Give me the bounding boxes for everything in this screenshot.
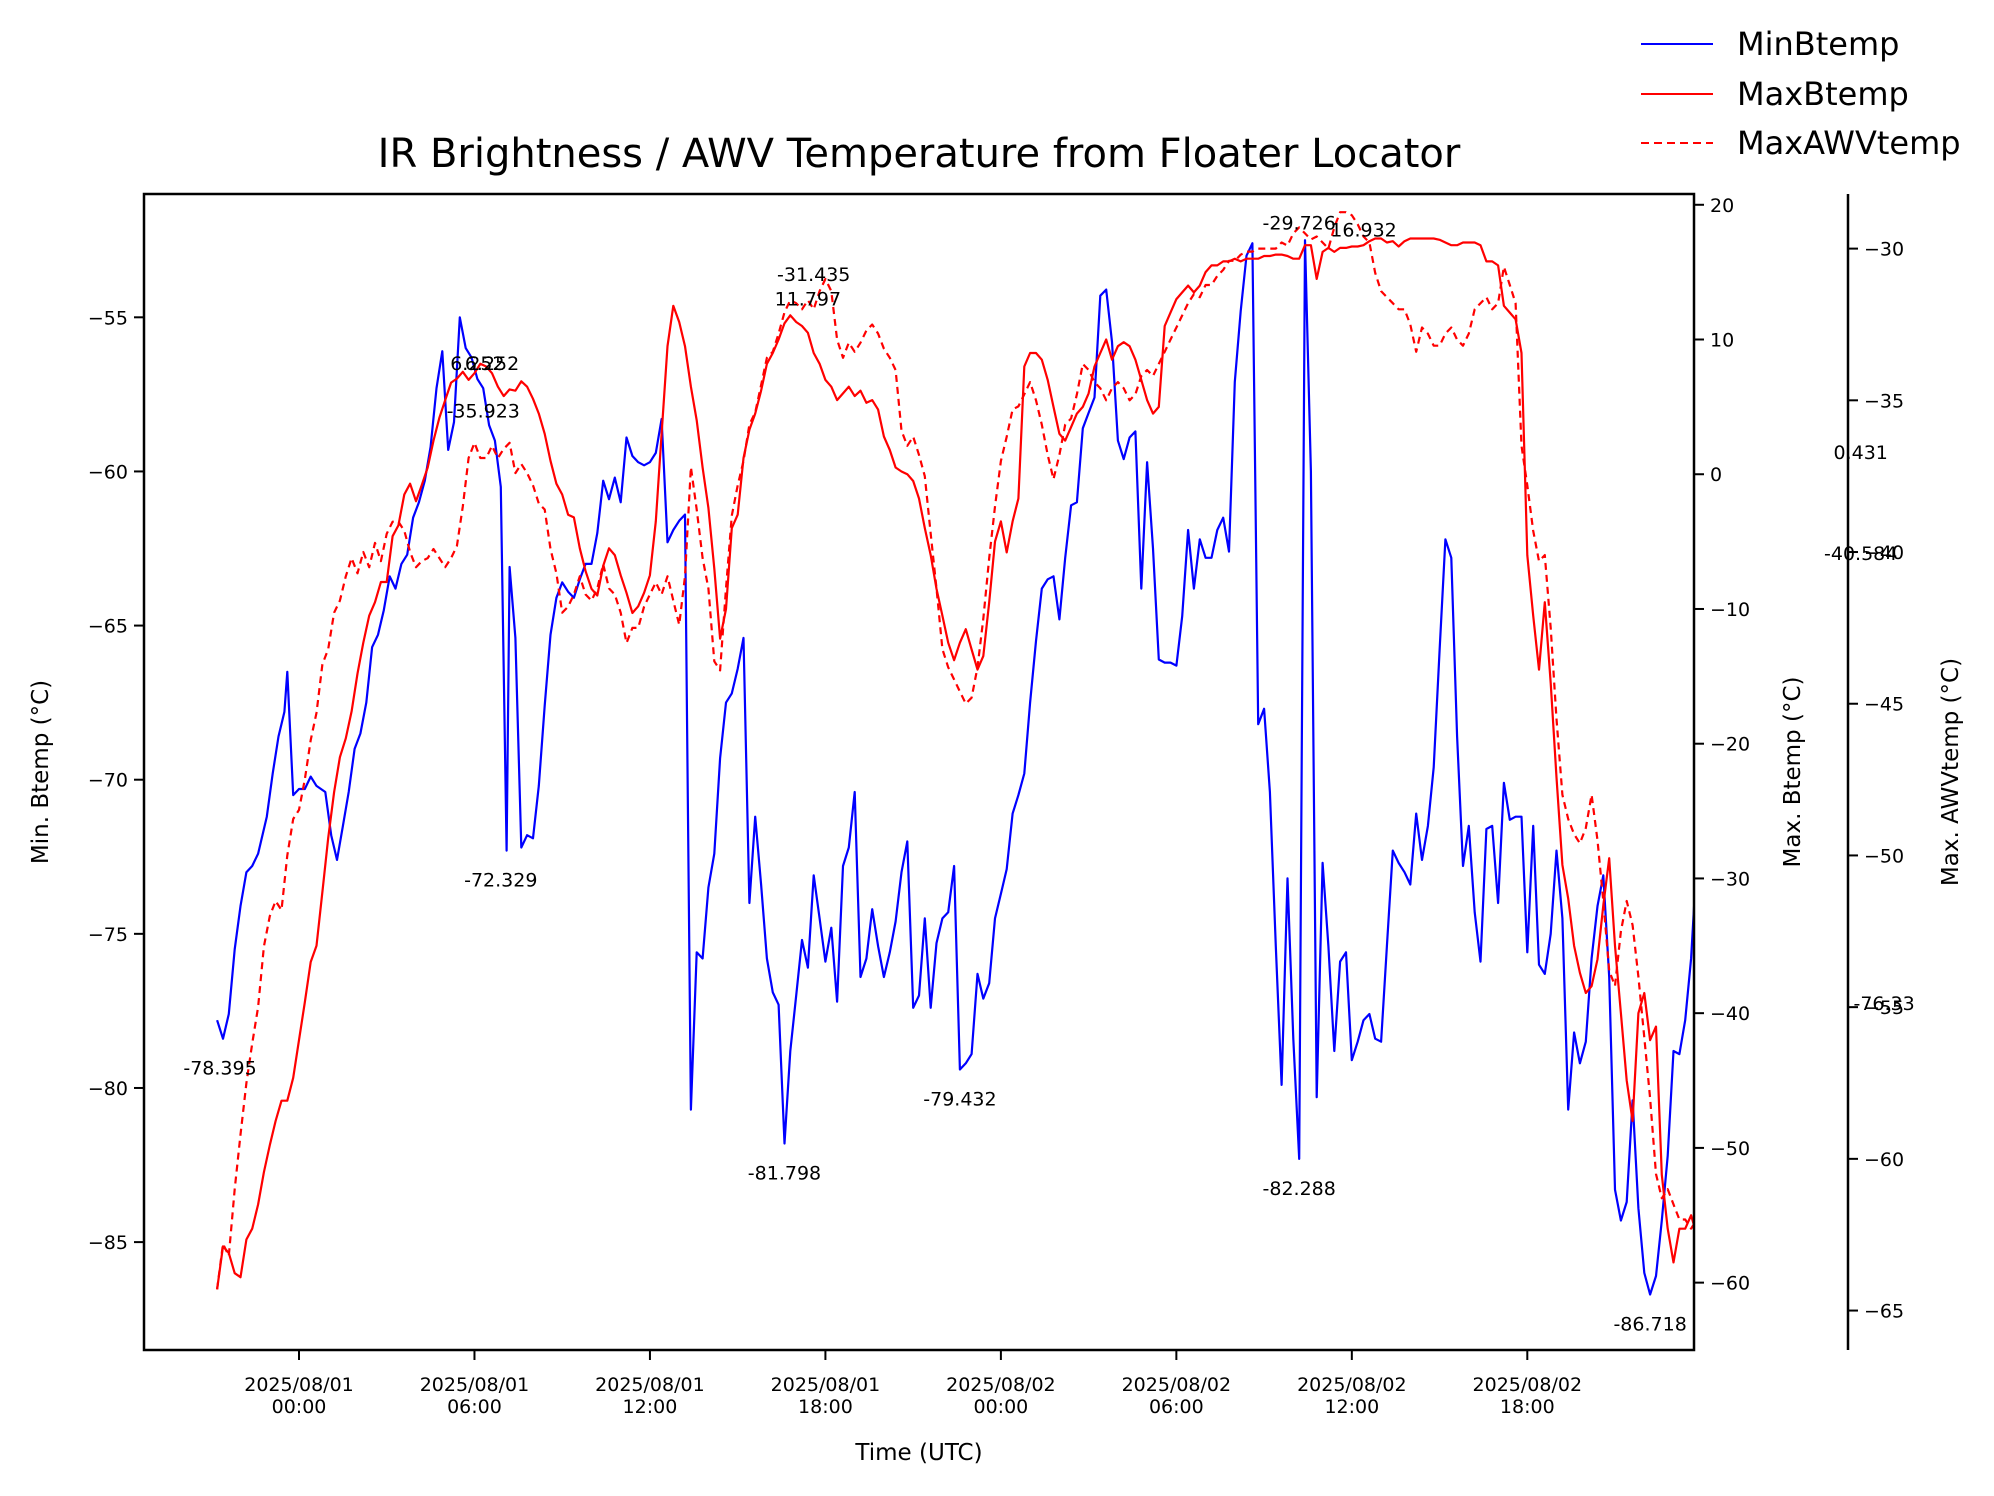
data-label: 6.252 bbox=[465, 353, 519, 375]
data-label: -79.432 bbox=[923, 1088, 996, 1110]
far-right-y-tick-label: −45 bbox=[1864, 694, 1904, 716]
series-line-maxawvtemp bbox=[216, 211, 1694, 1290]
left-y-tick-label: −80 bbox=[88, 1078, 128, 1100]
right-y-tick-label: −20 bbox=[1710, 734, 1750, 756]
x-tick-label: 00:00 bbox=[974, 1396, 1029, 1418]
left-y-tick-label: −75 bbox=[88, 924, 128, 946]
left-axis-label: Min. Btemp (°C) bbox=[28, 680, 54, 864]
x-tick-label: 12:00 bbox=[623, 1396, 678, 1418]
far-right-y-tick-label: −35 bbox=[1864, 390, 1904, 412]
legend-label-minbtemp: MinBtemp bbox=[1737, 25, 1899, 63]
left-y-tick-label: −55 bbox=[88, 307, 128, 329]
x-tick-label: 18:00 bbox=[1500, 1396, 1555, 1418]
x-axis-label: Time (UTC) bbox=[854, 1440, 982, 1466]
right-y-tick-label: 10 bbox=[1710, 330, 1734, 352]
right-y-tick-label: −60 bbox=[1710, 1273, 1750, 1295]
legend-label-maxawvtemp: MaxAWVtemp bbox=[1737, 124, 1961, 162]
x-tick-label: 06:00 bbox=[1149, 1396, 1204, 1418]
far-right-y-tick-label: −60 bbox=[1864, 1149, 1904, 1171]
x-tick-label: 18:00 bbox=[798, 1396, 853, 1418]
data-label: -40.584 bbox=[1824, 543, 1897, 565]
left-y-tick-label: −70 bbox=[88, 770, 128, 792]
far-right-y-tick-label: −50 bbox=[1864, 845, 1904, 867]
left-y-tick-label: −85 bbox=[88, 1232, 128, 1254]
legend-label-maxbtemp: MaxBtemp bbox=[1737, 75, 1909, 113]
data-label: -35.923 bbox=[447, 401, 520, 423]
x-tick-label: 2025/08/01 bbox=[595, 1374, 705, 1396]
far-right-axis-label: Max. AWVtemp (°C) bbox=[1938, 658, 1964, 886]
data-label: 0.431 bbox=[1833, 442, 1887, 464]
x-tick-label: 2025/08/01 bbox=[420, 1374, 530, 1396]
far-right-y-tick-label: −30 bbox=[1864, 239, 1904, 261]
series-line-minbtemp bbox=[216, 239, 1694, 1296]
x-tick-label: 2025/08/02 bbox=[1297, 1374, 1407, 1396]
far-right-y-tick-label: −40 bbox=[1864, 542, 1904, 564]
data-label: -29.726 bbox=[1263, 213, 1336, 235]
data-label: -78.395 bbox=[183, 1058, 256, 1080]
x-tick-label: 2025/08/01 bbox=[244, 1374, 354, 1396]
chart-title: IR Brightness / AWV Temperature from Flo… bbox=[378, 131, 1461, 177]
right-y-tick-label: −10 bbox=[1710, 599, 1750, 621]
x-tick-label: 2025/08/02 bbox=[946, 1374, 1056, 1396]
left-y-tick-label: −60 bbox=[88, 461, 128, 483]
far-right-y-tick-label: −65 bbox=[1864, 1301, 1904, 1323]
right-y-tick-label: 20 bbox=[1710, 195, 1734, 217]
data-label: 11.797 bbox=[775, 288, 841, 310]
right-y-tick-label: −40 bbox=[1710, 1003, 1750, 1025]
plot-frame bbox=[142, 192, 1696, 1352]
x-tick-label: 00:00 bbox=[272, 1396, 327, 1418]
data-label: -86.718 bbox=[1613, 1314, 1686, 1336]
legend: MinBtemp MaxBtemp MaxAWVtemp bbox=[1641, 25, 1961, 162]
x-tick-label: 12:00 bbox=[1324, 1396, 1379, 1418]
left-y-tick-label: −65 bbox=[88, 616, 128, 638]
data-label: 6.252 bbox=[450, 353, 504, 375]
right-y-tick-label: −50 bbox=[1710, 1138, 1750, 1160]
data-label: -72.329 bbox=[464, 870, 537, 892]
right-axis-label: Max. Btemp (°C) bbox=[1780, 677, 1806, 868]
data-label: -76.33 bbox=[1853, 993, 1914, 1015]
x-tick-label: 2025/08/02 bbox=[1473, 1374, 1583, 1396]
far-right-y-tick-label: −55 bbox=[1864, 997, 1904, 1019]
x-tick-label: 2025/08/02 bbox=[1122, 1374, 1232, 1396]
axes: 2025/08/0100:002025/08/0106:002025/08/01… bbox=[88, 194, 1904, 1418]
series-line-maxbtemp bbox=[216, 237, 1694, 1290]
plot-area bbox=[142, 192, 1696, 1352]
right-y-tick-label: −30 bbox=[1710, 868, 1750, 890]
data-label: 16.932 bbox=[1330, 220, 1396, 242]
right-y-tick-label: 0 bbox=[1710, 464, 1722, 486]
data-label: -82.288 bbox=[1263, 1178, 1336, 1200]
series-group bbox=[216, 211, 1694, 1296]
x-tick-label: 2025/08/01 bbox=[771, 1374, 881, 1396]
x-tick-label: 06:00 bbox=[447, 1396, 502, 1418]
data-label: -31.435 bbox=[777, 264, 850, 286]
data-label: -81.798 bbox=[748, 1162, 821, 1184]
